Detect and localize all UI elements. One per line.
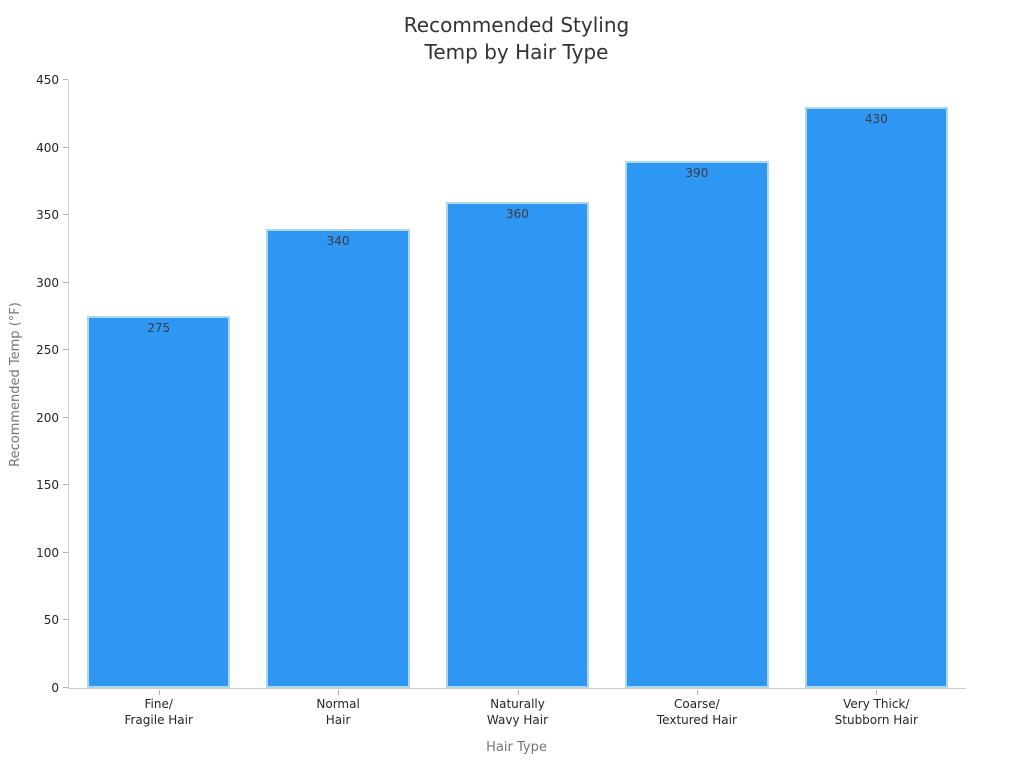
x-axis-label: Hair Type [486,740,547,755]
y-tick-label: 200 [36,410,59,425]
y-tick-mark [63,484,68,486]
x-tick-mark [158,690,160,695]
y-tick-mark [63,619,68,621]
y-tick-label: 350 [36,208,59,223]
x-tick-label: Normal Hair [316,697,360,727]
y-tick-mark [63,687,68,688]
plot-area: 0 50 100 150 200 250 300 350 400 450 275 Fine/ Frag… [36,73,966,727]
bar-value-label: 275 [147,321,171,336]
y-axis-label-wrap: Recommended Temp (°F) [0,80,30,688]
x-tick-mark [876,690,878,695]
y-tick-mark [63,349,68,351]
bar: 390 [625,161,769,688]
bar-value-label: 430 [864,112,888,127]
y-tick-label: 400 [36,140,59,155]
x-tick-label: Very Thick/ Stubborn Hair [834,697,918,727]
y-tick-mark [63,79,68,80]
bar: 360 [445,201,590,688]
bar: 275 [86,316,231,688]
y-tick-mark [63,416,68,418]
y-tick-label: 450 [36,73,59,87]
y-tick-label: 150 [36,478,59,493]
y-tick-mark [63,551,68,553]
x-tick-mark [517,690,519,695]
bar-value-label: 340 [326,233,350,248]
y-tick-label: 50 [43,613,59,628]
y-tick-label: 0 [51,681,59,695]
y-tick-label: 100 [36,545,59,560]
y-tick-mark [63,281,68,283]
x-tick-label: Naturally Wavy Hair [486,697,549,727]
x-tick-mark [338,690,340,695]
x-tick-label: Fine/ Fragile Hair [124,697,193,727]
bar-value-label: 360 [506,206,529,221]
y-tick-label: 300 [36,275,59,290]
y-axis-label: Recommended Temp (°F) [7,301,23,467]
bar: 430 [804,107,949,688]
x-tick-mark [696,690,698,695]
y-tick-mark [63,146,68,148]
bar-value-label: 390 [685,166,709,181]
y-tick-label: 250 [36,343,59,358]
y-tick-mark [63,214,68,216]
chart-title: Recommended Styling Temp by Hair Type [403,13,630,64]
bar: 340 [266,228,410,688]
x-tick-label: Coarse/ Textured Hair [656,697,737,727]
